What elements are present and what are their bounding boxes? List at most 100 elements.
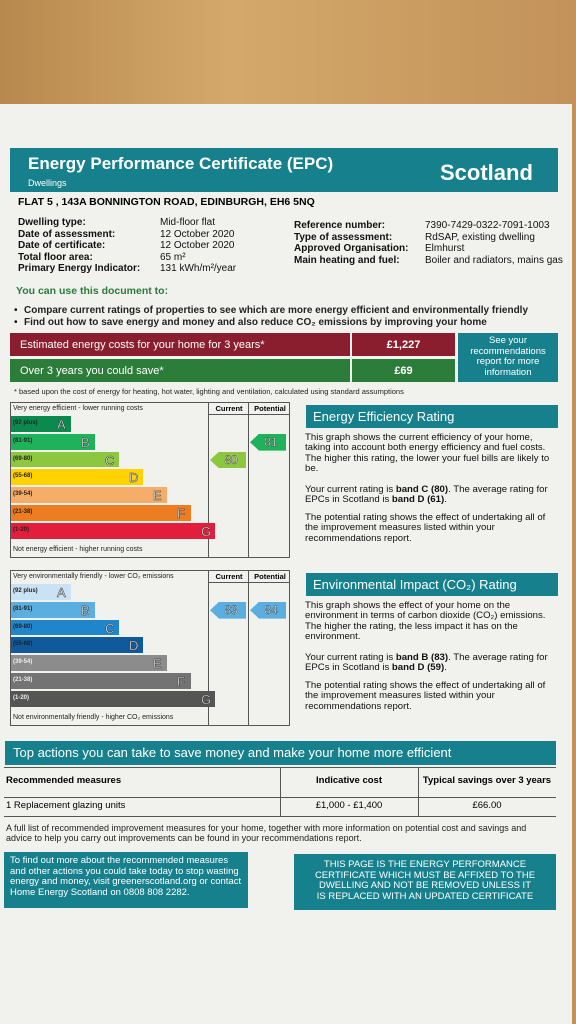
band-letter: D — [129, 470, 139, 486]
band-range: (55-68) — [13, 641, 33, 648]
band-letter: B — [81, 602, 90, 619]
header-bar — [10, 148, 558, 192]
chart-bottom-label: Not energy efficient - higher running co… — [13, 546, 143, 553]
text: The potential rating shows the effect of… — [305, 680, 546, 712]
detail-label: Date of assessment: — [18, 228, 116, 240]
bold-text: band C (80) — [395, 484, 449, 495]
panel-paragraph: The potential rating shows the effect of… — [305, 680, 557, 712]
detail-label: Total floor area: — [18, 251, 93, 263]
rating-band — [11, 619, 119, 636]
column-header: Current — [215, 572, 243, 581]
panel-paragraph: This graph shows the current efficiency … — [305, 432, 557, 475]
panel-heading: Energy Efficiency Rating — [313, 409, 455, 424]
footnote: * based upon the cost of energy for heat… — [14, 387, 404, 396]
band-letter: G — [201, 523, 212, 540]
table-header: Indicative cost — [316, 775, 382, 786]
title: Energy Performance Certificate (EPC) — [28, 154, 334, 173]
rating-band — [11, 487, 167, 503]
rating-band — [11, 637, 143, 654]
band-letter: C — [105, 620, 115, 636]
rating-band — [11, 433, 95, 450]
save-bar — [10, 359, 350, 382]
detail-label: Primary Energy Indicator: — [18, 263, 141, 274]
column-header-line — [208, 414, 290, 415]
use-item: Compare current ratings of properties to… — [24, 305, 529, 316]
panel-heading: Environmental Impact (CO₂) Rating — [313, 577, 517, 592]
potential-rating: 84 — [250, 601, 286, 619]
detail-value: RdSAP, existing dwelling — [425, 231, 535, 243]
text: This graph shows the effect of your home… — [305, 600, 546, 643]
detail-label: Date of certificate: — [18, 240, 106, 251]
rating-band — [11, 416, 71, 432]
rating-band — [11, 673, 191, 689]
detail-value: 12 October 2020 — [160, 228, 235, 240]
bullet: • — [14, 317, 18, 328]
text: The potential rating shows the effect of… — [305, 512, 546, 544]
band-range: (69-80) — [13, 455, 33, 462]
band-range: (92 plus) — [13, 420, 38, 426]
column-header: Potential — [254, 572, 286, 581]
bullet: • — [14, 305, 18, 316]
band-letter: E — [153, 656, 162, 672]
panel-heading-bar — [306, 573, 558, 596]
panel-paragraph: The potential rating shows the effect of… — [305, 512, 557, 544]
detail-value: Elmhurst — [425, 243, 465, 254]
table-rule — [4, 816, 556, 817]
region: Scotland — [440, 160, 533, 185]
cost-value-box — [352, 333, 455, 356]
see-recommendations: See your recommendations report for more… — [458, 333, 558, 382]
rating-band — [11, 601, 95, 618]
current-rating: 83 — [210, 601, 246, 619]
rating-band — [11, 584, 71, 600]
detail-value: 7390-7429-0322-7091-1003 — [425, 220, 550, 231]
band-range: (1-20) — [13, 526, 30, 533]
table-cell: £66.00 — [472, 800, 502, 811]
text: Your current rating is — [305, 484, 396, 495]
band-letter: E — [153, 488, 162, 504]
detail-label: Type of assessment: — [294, 231, 393, 243]
rating-band — [11, 690, 215, 707]
panel-paragraph: Your current rating is band B (83). The … — [305, 652, 557, 674]
band-range: (39-54) — [13, 491, 33, 498]
actions-heading: Top actions you can take to save money a… — [13, 745, 452, 760]
band-letter: F — [177, 506, 185, 522]
rating-band — [11, 655, 167, 671]
column-header: Potential — [254, 404, 286, 413]
rating-band — [11, 505, 191, 521]
bold-text: band D (59) — [391, 662, 445, 674]
table-cell: £1,000 - £1,400 — [315, 800, 383, 811]
cost-bar — [10, 333, 350, 356]
band-letter: F — [177, 674, 185, 690]
save-value: £69 — [394, 365, 413, 377]
potential-rating: 81 — [250, 433, 286, 451]
chart-top-label: Very energy efficient - lower running co… — [13, 405, 143, 412]
rating-band — [11, 451, 119, 468]
detail-label: Main heating and fuel: — [294, 254, 400, 266]
table-divider — [418, 767, 419, 816]
column-header: Current — [215, 404, 243, 413]
chart-top-label: Very environmentally friendly - lower CO… — [13, 573, 174, 580]
address: FLAT 5 , 143A BONNINGTON ROAD, EDINBURGH… — [18, 196, 315, 208]
column-header-line — [208, 582, 290, 583]
notice-box: THIS PAGE IS THE ENERGY PERFORMANCE CERT… — [294, 854, 556, 910]
detail-label: Dwelling type: — [18, 217, 86, 228]
detail-value: 12 October 2020 — [160, 240, 235, 251]
chart-frame — [10, 402, 290, 558]
band-letter: A — [57, 585, 66, 601]
find-out-box: To find out more about the recommended m… — [4, 852, 248, 908]
text: . — [444, 662, 447, 674]
cost-label: Estimated energy costs for your home for… — [20, 339, 265, 351]
use-heading: You can use this document to: — [16, 285, 169, 297]
column-divider — [248, 570, 249, 726]
table-header: Typical savings over 3 years — [422, 775, 552, 786]
rating-band — [11, 522, 215, 539]
rating-band — [11, 469, 143, 486]
text: This graph shows the current efficiency … — [305, 432, 550, 475]
band-letter: C — [105, 452, 115, 468]
band-letter: D — [129, 638, 139, 654]
column-divider — [208, 402, 209, 558]
band-range: (21-38) — [13, 677, 33, 683]
detail-label: Reference number: — [294, 220, 386, 231]
actions-bar — [5, 741, 556, 765]
